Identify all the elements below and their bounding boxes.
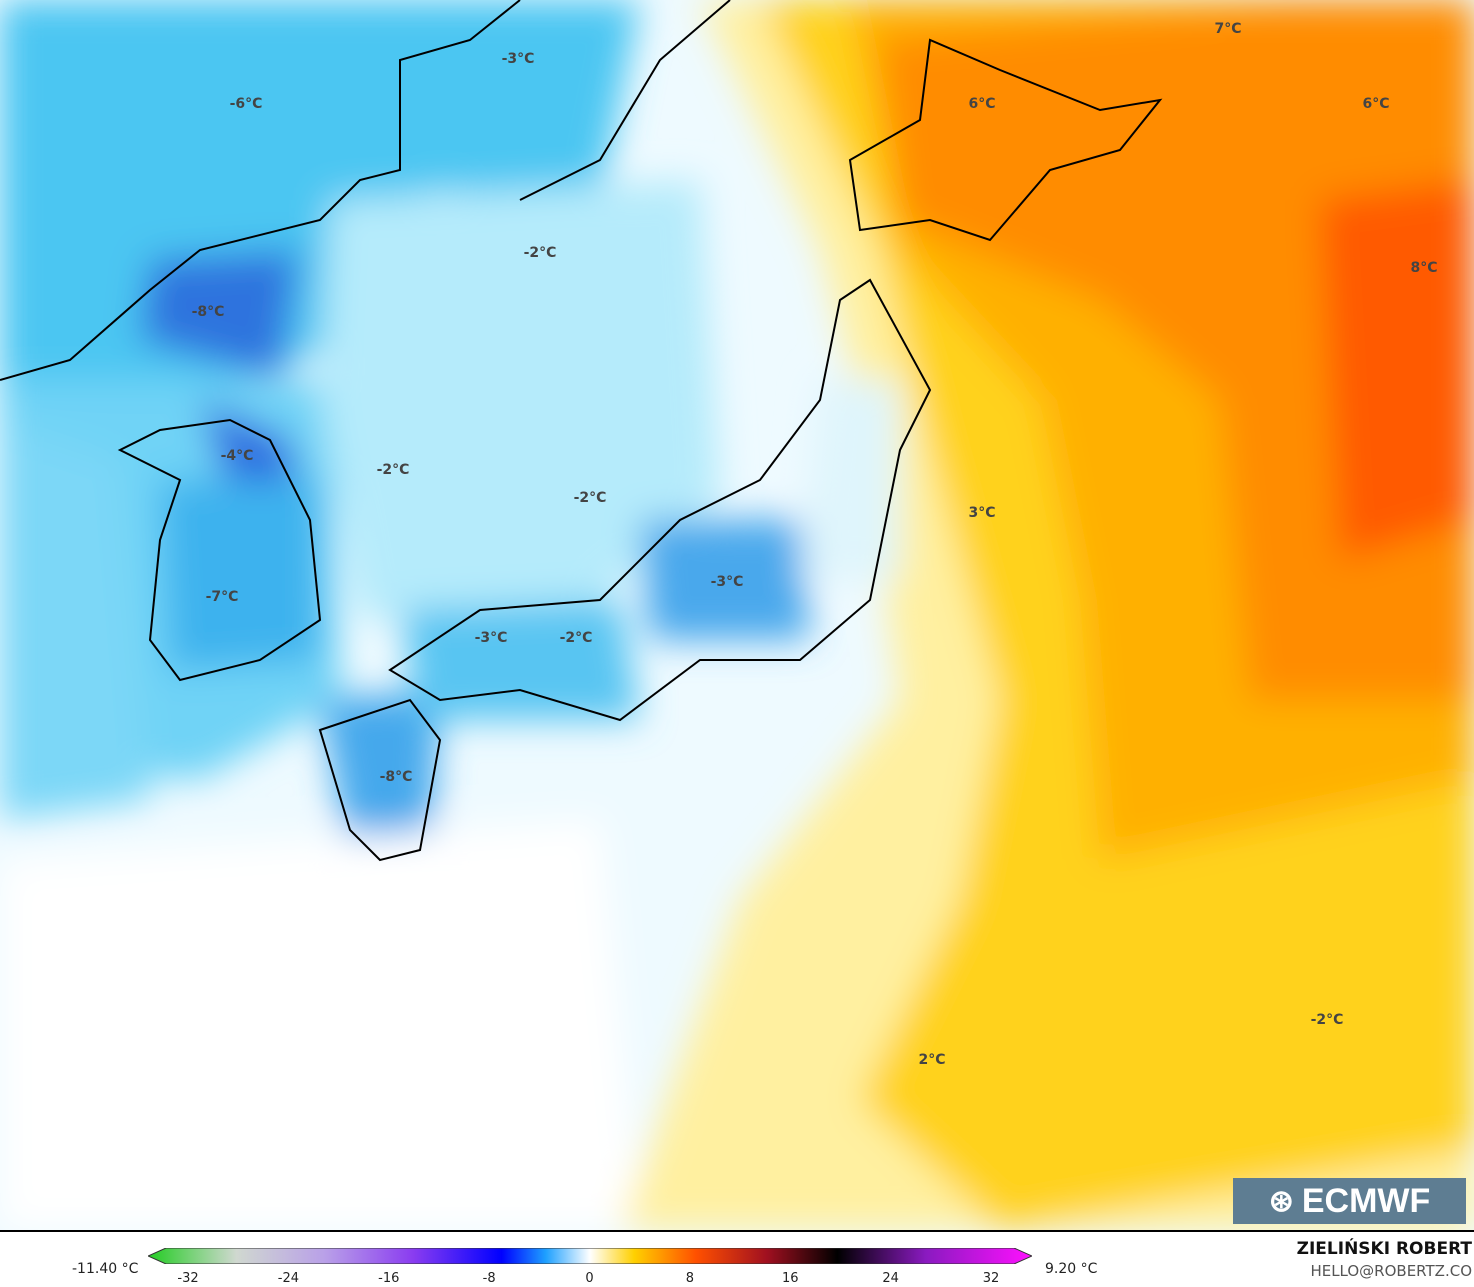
temperature-label: 8°C [1410, 260, 1438, 276]
temperature-label: -7°C [205, 589, 239, 605]
temperature-label: 2°C [918, 1052, 946, 1068]
map-fill [0, 0, 1474, 1230]
temperature-map: -3°C -6°C -2°C -8°C -4°C -2°C -2°C -7°C -3°C -2°C… [0, 0, 1474, 1232]
temperature-label: -2°C [559, 630, 593, 646]
colorbar-tick: -24 [277, 1271, 299, 1286]
colorbar-min-label: -11.40 °C [72, 1261, 139, 1277]
author-credit: ZIELIŃSKI ROBERT [1296, 1239, 1472, 1259]
temperature-label: -2°C [523, 245, 557, 261]
temperature-label: 6°C [968, 96, 996, 112]
ecmwf-logo: ⊛ ECMWF [1233, 1178, 1466, 1224]
temperature-label: -4°C [220, 448, 254, 464]
coastlines [0, 0, 1163, 862]
temperature-label: -3°C [710, 574, 744, 590]
colorbar-tick: 24 [882, 1271, 899, 1286]
colorbar-tick: -16 [378, 1271, 400, 1286]
temperature-label: 6°C [1362, 96, 1390, 112]
temperature-label: -2°C [573, 490, 607, 506]
temperature-label: 7°C [1214, 21, 1242, 37]
temperature-label: -8°C [379, 769, 413, 785]
colorbar-tick: 0 [585, 1271, 594, 1286]
colorbar-tick: -8 [482, 1271, 496, 1286]
colorbar-tick: 8 [685, 1271, 695, 1286]
colorbar-tick: 32 [982, 1271, 1000, 1286]
ecmwf-symbol-icon: ⊛ [1268, 1184, 1294, 1218]
temperature-label: -2°C [1310, 1012, 1344, 1028]
temperature-label: -2°C [376, 462, 410, 478]
colorbar [148, 1248, 1032, 1264]
temperature-label: -8°C [191, 304, 225, 320]
temperature-label: 3°C [968, 505, 996, 521]
colorbar-max-label: 9.20 °C [1045, 1261, 1098, 1277]
temperature-label: -3°C [501, 51, 535, 67]
temperature-label: -3°C [474, 630, 508, 646]
colorbar-tick: 16 [781, 1271, 799, 1286]
author-email: HELLO@ROBERTZ.CO [1310, 1262, 1472, 1280]
colorbar-tick: -32 [177, 1271, 199, 1286]
temperature-label: -6°C [229, 96, 263, 112]
